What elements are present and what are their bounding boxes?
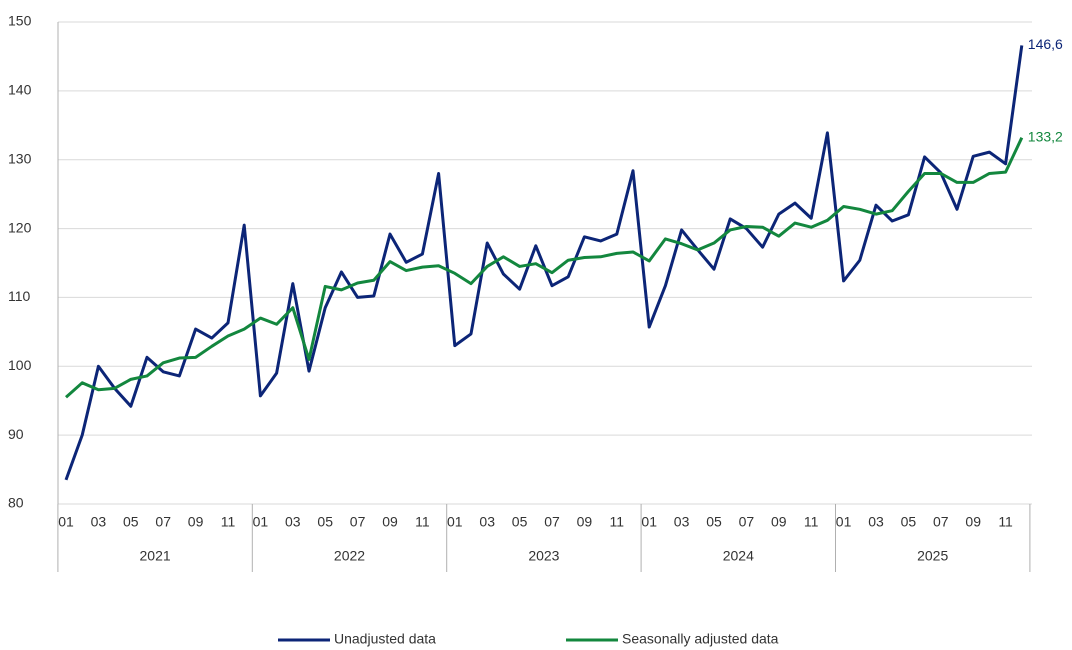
value-label: 133,2	[1028, 128, 1063, 144]
x-tick-label: 07	[155, 514, 171, 530]
group-label: 2023	[528, 548, 559, 564]
y-tick-label: 130	[8, 150, 32, 166]
y-tick-label: 120	[8, 219, 32, 235]
series-line	[65, 137, 1024, 399]
x-tick-label: 05	[317, 514, 333, 530]
legend-label: Unadjusted data	[334, 631, 436, 647]
x-tick-label: 01	[253, 514, 269, 530]
y-tick-label: 90	[8, 426, 24, 442]
x-tick-label: 09	[965, 514, 981, 530]
x-tick-label: 03	[91, 514, 107, 530]
x-tick-label: 03	[479, 514, 495, 530]
series-line	[64, 45, 1024, 481]
x-tick-label: 11	[415, 514, 430, 530]
x-tick-label: 07	[739, 514, 755, 530]
x-tick-label: 03	[868, 514, 884, 530]
x-tick-label: 09	[382, 514, 398, 530]
x-tick-label: 11	[804, 514, 819, 530]
x-tick-label: 01	[836, 514, 852, 530]
x-tick-label: 07	[350, 514, 366, 530]
x-tick-label: 09	[188, 514, 204, 530]
y-tick-label: 140	[8, 82, 32, 98]
y-tick-label: 80	[8, 495, 24, 511]
group-label: 2021	[140, 548, 171, 564]
group-label: 2024	[723, 548, 754, 564]
x-tick-label: 01	[447, 514, 463, 530]
y-tick-label: 100	[8, 357, 32, 373]
x-tick-label: 11	[998, 514, 1013, 530]
group-label: 2025	[917, 548, 948, 564]
x-tick-label: 07	[933, 514, 949, 530]
x-tick-label: 05	[123, 514, 139, 530]
x-tick-label: 09	[577, 514, 593, 530]
x-tick-label: 09	[771, 514, 787, 530]
x-tick-label: 11	[610, 514, 625, 530]
value-label: 146,6	[1028, 36, 1063, 52]
x-tick-label: 01	[641, 514, 657, 530]
x-tick-label: 07	[544, 514, 560, 530]
x-tick-label: 05	[706, 514, 722, 530]
x-tick-label: 11	[221, 514, 236, 530]
legend-label: Seasonally adjusted data	[622, 631, 779, 647]
x-tick-label: 05	[901, 514, 917, 530]
x-tick-label: 05	[512, 514, 528, 530]
x-tick-label: 03	[285, 514, 301, 530]
y-tick-label: 150	[8, 13, 32, 29]
group-label: 2022	[334, 548, 365, 564]
x-tick-label: 03	[674, 514, 690, 530]
y-tick-label: 110	[8, 288, 31, 304]
x-tick-label: 01	[58, 514, 74, 530]
